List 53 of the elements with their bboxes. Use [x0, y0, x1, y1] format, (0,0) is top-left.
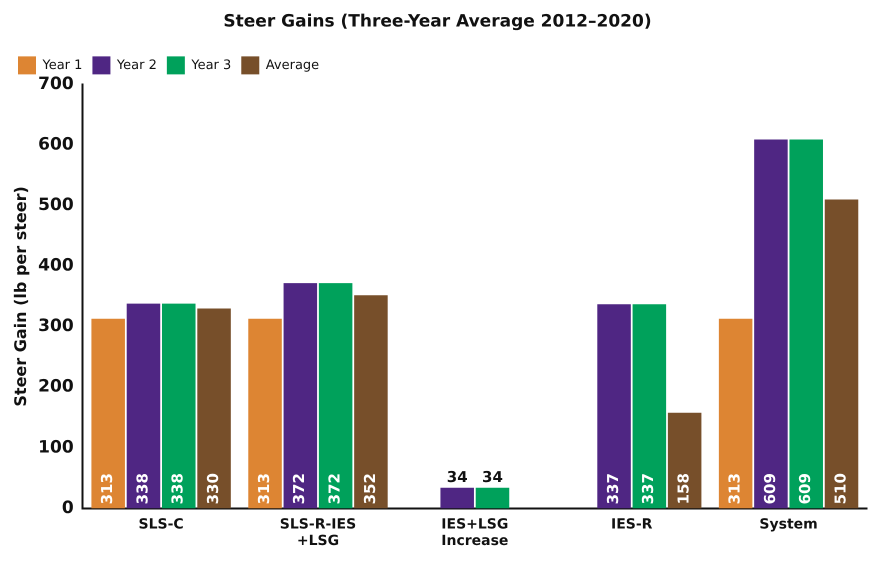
data-label: 158	[674, 473, 693, 504]
legend-label: Year 2	[116, 58, 157, 73]
bar	[197, 308, 231, 508]
data-label: 352	[360, 473, 379, 504]
bar	[162, 304, 196, 508]
data-label: 372	[290, 473, 308, 504]
bar	[754, 140, 788, 508]
bar	[476, 488, 510, 508]
data-label: 34	[446, 468, 468, 486]
data-label: 609	[760, 473, 779, 504]
bar	[668, 412, 702, 508]
legend-label: Year 3	[190, 58, 232, 73]
data-label: 313	[254, 473, 273, 504]
legend-label: Year 1	[42, 58, 82, 73]
data-label: 338	[168, 473, 187, 504]
y-tick-label: 500	[38, 194, 74, 215]
y-tick-label: 200	[38, 376, 74, 397]
data-label: 313	[726, 473, 744, 504]
y-tick-label: 400	[38, 256, 74, 276]
data-label: 510	[831, 473, 850, 504]
data-label: 609	[796, 473, 814, 504]
bar	[824, 199, 858, 508]
data-label: 337	[604, 473, 622, 504]
bar	[248, 318, 282, 508]
x-tick-label: System	[759, 516, 818, 532]
data-label: 330	[204, 473, 222, 504]
bar	[632, 304, 666, 508]
bar	[789, 140, 823, 508]
data-label: 338	[133, 473, 152, 504]
bar	[718, 318, 752, 508]
y-tick-label: 600	[38, 134, 74, 154]
x-tick-label: SLS-R-IES +LSG	[280, 516, 356, 550]
bar	[284, 283, 318, 508]
y-tick-label: 700	[38, 74, 74, 94]
bar	[354, 295, 388, 508]
x-tick-label: SLS-C	[138, 516, 184, 532]
chart-title: Steer Gains (Three-Year Average 2012–2020)	[223, 12, 652, 32]
data-label: 313	[98, 473, 116, 504]
bar	[91, 318, 125, 508]
data-label: 372	[326, 473, 344, 504]
x-tick-label: IES-R	[610, 516, 653, 532]
bar	[126, 304, 160, 508]
data-label: 34	[482, 468, 503, 486]
y-tick-label: 0	[62, 498, 74, 518]
x-tick-label: IES+LSG Increase	[441, 516, 508, 550]
y-tick-label: 300	[38, 316, 74, 336]
y-axis-title: Steer Gain (lb per steer)	[10, 186, 30, 407]
y-tick-label: 100	[38, 437, 74, 458]
data-label: 337	[639, 473, 658, 504]
bar	[318, 283, 352, 508]
bar	[440, 488, 474, 508]
bar	[597, 304, 631, 508]
legend-label: Average	[266, 58, 320, 73]
